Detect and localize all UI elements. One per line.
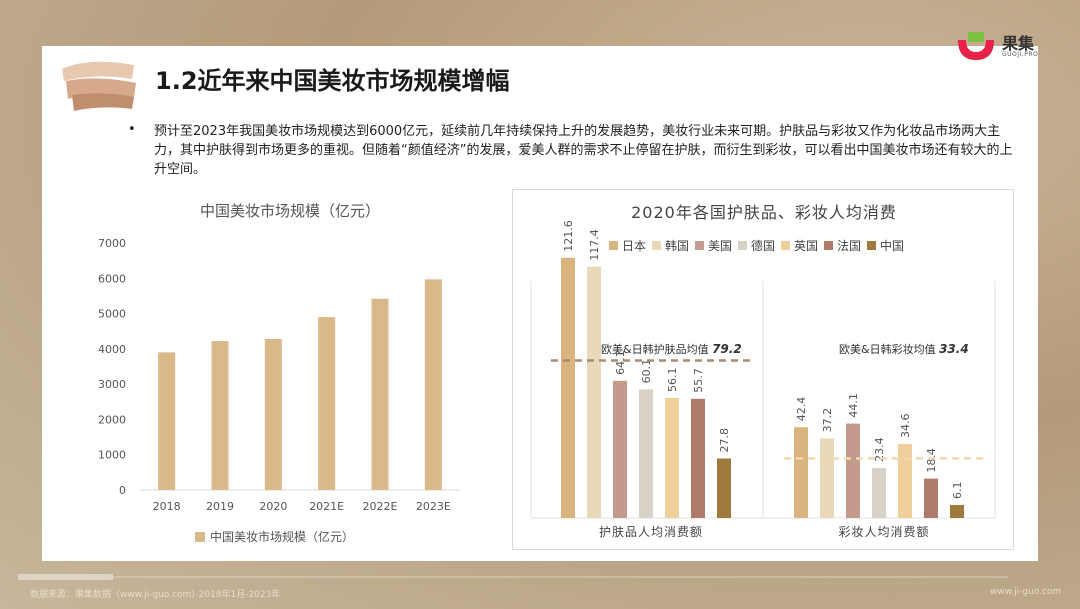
data-label: 42.4 — [795, 397, 808, 422]
bar-0-5 — [691, 398, 705, 518]
bar-2023E — [424, 279, 442, 490]
y-tick-label: 1000 — [98, 449, 126, 462]
legend-label: 日本 — [622, 239, 646, 253]
bar-2022E — [371, 298, 389, 490]
y-tick-label: 4000 — [98, 343, 126, 356]
bar-1-6 — [950, 504, 964, 518]
bar-0-4 — [665, 397, 679, 518]
legend-label: 英国 — [794, 239, 818, 253]
y-tick-label: 7000 — [98, 237, 126, 250]
y-tick-label: 0 — [119, 484, 126, 497]
data-label: 34.6 — [899, 413, 912, 438]
legend-label: 美国 — [708, 239, 732, 253]
bar-0-3 — [639, 389, 653, 518]
data-label: 117.4 — [588, 229, 601, 261]
data-label: 27.8 — [718, 428, 731, 453]
x-tick-label: 2018 — [153, 500, 181, 513]
legend-swatch-2 — [695, 241, 704, 250]
bar-2020 — [264, 338, 282, 490]
legend-swatch — [195, 532, 205, 542]
x-tick-label: 2022E — [363, 500, 398, 513]
bar-0-2 — [613, 380, 627, 518]
average-label: 欧美&日韩护肤品均值 79.2 — [601, 342, 742, 356]
logo-text: 果集 — [1002, 34, 1035, 53]
summary-paragraph: 预计至2023年我国美妆市场规模达到6000亿元，延续前几年持续保持上升的发展趋… — [154, 124, 1013, 177]
bar-1-5 — [924, 478, 938, 518]
data-label: 64.1 — [614, 350, 627, 375]
legend-label: 中国 — [880, 238, 904, 253]
footer-source: 数据来源：果集数据（www.ji-guo.com）·2018年1月-2023年 — [30, 590, 281, 600]
legend-swatch-0 — [609, 241, 618, 250]
legend-label: 韩国 — [665, 238, 689, 253]
bullet-icon: • — [128, 122, 136, 137]
x-tick-label: 2021E — [309, 500, 344, 513]
y-tick-label: 6000 — [98, 272, 126, 285]
legend-label: 法国 — [837, 239, 861, 253]
bar-0-1 — [587, 266, 601, 518]
x-tick-label: 2023E — [416, 500, 451, 513]
average-label: 欧美&日韩彩妆均值 33.4 — [839, 342, 969, 356]
data-label: 23.4 — [873, 437, 886, 462]
data-label: 6.1 — [951, 481, 964, 499]
group-label: 彩妆人均消费额 — [838, 525, 929, 539]
logo-subtext: GUOJI.PRO — [1002, 51, 1039, 58]
bar-2019 — [211, 341, 229, 490]
page-title: 1.2近年来中国美妆市场规模增幅 — [155, 67, 510, 95]
cosmetic-swatch-icon — [62, 61, 136, 111]
legend-swatch-3 — [738, 241, 747, 250]
bar-1-3 — [872, 467, 886, 518]
bar-0-6 — [717, 458, 731, 518]
legend-swatch-5 — [824, 241, 833, 250]
bar-1-1 — [820, 438, 834, 518]
y-tick-label: 3000 — [98, 378, 126, 391]
x-tick-label: 2019 — [206, 500, 234, 513]
group-label: 护肤品人均消费额 — [599, 524, 703, 539]
market-size-chart: 中国美妆市场规模（亿元） 0 1000 2000 3000 4000 5000 6000 700… — [98, 202, 460, 544]
legend-swatch-6 — [867, 241, 876, 250]
data-label: 56.1 — [666, 367, 679, 392]
data-label: 121.6 — [562, 220, 575, 252]
guoji-logo-icon — [958, 32, 994, 60]
legend-label: 德国 — [751, 238, 775, 253]
data-label: 37.2 — [821, 408, 834, 433]
footer-url: www.ji-guo.com — [990, 587, 1062, 597]
bar-0-0 — [561, 257, 575, 518]
chart-title: 2020年各国护肤品、彩妆人均消费 — [631, 203, 897, 222]
legend-swatch-4 — [781, 241, 790, 250]
y-tick-label: 5000 — [98, 308, 126, 321]
bar-2021E — [318, 317, 336, 490]
chart-title: 中国美妆市场规模（亿元） — [200, 202, 380, 220]
data-label: 60.1 — [640, 359, 653, 384]
bar-1-2 — [846, 423, 860, 518]
bar-1-0 — [794, 427, 808, 518]
legend-swatch-1 — [652, 241, 661, 250]
x-tick-label: 2020 — [259, 500, 287, 513]
data-label: 55.7 — [692, 368, 705, 393]
legend-label: 中国美妆市场规模（亿元） — [210, 529, 354, 544]
bar-1-4 — [898, 443, 912, 518]
footer-divider — [18, 574, 1008, 580]
consumption-chart-panel: 2020年各国护肤品、彩妆人均消费日本 韩国 美国 德国 英国 法国 中国 121.6 117.… — [512, 189, 1014, 550]
data-label: 44.1 — [847, 393, 860, 418]
data-label: 18.4 — [925, 448, 938, 473]
bar-2018 — [158, 352, 176, 490]
y-tick-label: 2000 — [98, 413, 126, 426]
